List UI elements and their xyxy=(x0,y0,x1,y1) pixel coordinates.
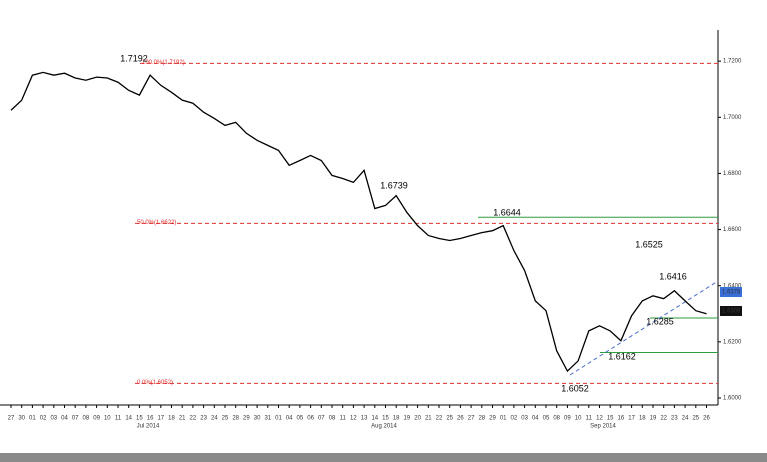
x-tick-label: 19 xyxy=(404,416,411,422)
y-tick-label: 1.6800 xyxy=(723,171,742,177)
price-tag: 1.6378 xyxy=(722,290,741,296)
x-tick-label: 15 xyxy=(382,416,389,422)
x-tick-label: 21 xyxy=(179,416,186,422)
x-tick-label: 26 xyxy=(703,416,710,422)
annotation: 1.6525 xyxy=(635,239,663,249)
x-tick-label: 17 xyxy=(628,416,635,422)
x-tick-label: 04 xyxy=(61,416,68,422)
y-tick-label: 1.6600 xyxy=(723,227,742,233)
x-tick-label: 23 xyxy=(671,416,678,422)
x-tick-label: 01 xyxy=(29,416,36,422)
x-tick-label: 24 xyxy=(682,416,689,422)
price-line xyxy=(10,71,707,373)
x-tick-label: 12 xyxy=(596,416,603,422)
annotation: 1.7192 xyxy=(120,53,148,63)
x-tick-label: 09 xyxy=(564,416,571,422)
x-tick-label: 16 xyxy=(618,416,625,422)
x-tick-label: 18 xyxy=(168,416,175,422)
x-tick-label: 22 xyxy=(436,416,443,422)
month-label: Aug 2014 xyxy=(371,424,397,430)
x-tick-label: 22 xyxy=(660,416,667,422)
price-tag-box xyxy=(720,306,742,316)
x-tick-label: 07 xyxy=(72,416,79,422)
fib-label: 50.0%(1.6622) xyxy=(137,220,176,226)
x-tick-label: 04 xyxy=(286,416,293,422)
x-tick-label: 27 xyxy=(8,416,15,422)
x-tick-label: 15 xyxy=(136,416,143,422)
x-tick-label: 30 xyxy=(254,416,261,422)
x-tick-label: 05 xyxy=(297,416,304,422)
x-tick-label: 19 xyxy=(650,416,657,422)
x-tick-label: 13 xyxy=(361,416,368,422)
annotation: 1.6416 xyxy=(659,271,687,281)
x-tick-label: 14 xyxy=(125,416,132,422)
annotation: 1.6644 xyxy=(493,207,521,217)
x-tick-label: 23 xyxy=(200,416,207,422)
annotation: 1.6052 xyxy=(561,383,589,393)
y-tick-label: 1.6000 xyxy=(723,396,742,402)
x-tick-label: 29 xyxy=(243,416,250,422)
x-tick-label: 10 xyxy=(575,416,582,422)
x-tick-label: 01 xyxy=(275,416,282,422)
x-tick-label: 08 xyxy=(83,416,90,422)
x-tick-label: 25 xyxy=(222,416,229,422)
x-tick-label: 11 xyxy=(340,416,347,422)
y-tick-label: 1.6400 xyxy=(723,283,742,289)
x-tick-label: 10 xyxy=(104,416,111,422)
x-tick-label: 08 xyxy=(329,416,336,422)
x-tick-label: 25 xyxy=(692,416,699,422)
x-tick-label: 15 xyxy=(607,416,614,422)
x-tick-label: 30 xyxy=(18,416,25,422)
x-tick-label: 27 xyxy=(468,416,475,422)
x-tick-label: 03 xyxy=(50,416,57,422)
price-tag: 1.6308 xyxy=(722,309,741,315)
x-tick-label: 24 xyxy=(211,416,218,422)
x-tick-label: 11 xyxy=(115,416,122,422)
x-tick-label: 18 xyxy=(639,416,646,422)
x-tick-label: 02 xyxy=(511,416,518,422)
x-tick-label: 09 xyxy=(93,416,100,422)
annotation: 1.6162 xyxy=(608,351,636,361)
x-tick-label: 06 xyxy=(307,416,314,422)
x-tick-label: 12 xyxy=(350,416,357,422)
annotation: 1.6739 xyxy=(380,180,408,190)
x-tick-label: 11 xyxy=(586,416,593,422)
x-tick-label: 17 xyxy=(157,416,164,422)
x-tick-label: 07 xyxy=(318,416,325,422)
month-label: Sep 2014 xyxy=(590,424,616,430)
x-tick-label: 05 xyxy=(543,416,550,422)
x-tick-label: 26 xyxy=(457,416,464,422)
y-tick-label: 1.7200 xyxy=(723,59,742,65)
x-tick-label: 29 xyxy=(489,416,496,422)
x-tick-label: 28 xyxy=(478,416,485,422)
x-tick-label: 02 xyxy=(40,416,47,422)
fib-label: 0.0%(1.6052) xyxy=(137,380,173,386)
y-tick-label: 1.6200 xyxy=(723,339,742,345)
trendline xyxy=(569,280,719,376)
x-tick-label: 04 xyxy=(532,416,539,422)
price-tag-box xyxy=(720,287,742,297)
y-tick-label: 1.7000 xyxy=(723,115,742,121)
x-tick-label: 16 xyxy=(147,416,154,422)
x-tick-label: 22 xyxy=(190,416,197,422)
fib-label: 100.0%(1.7192) xyxy=(142,60,185,66)
status-bar xyxy=(0,453,767,462)
x-tick-label: 18 xyxy=(393,416,400,422)
x-tick-label: 25 xyxy=(446,416,453,422)
x-tick-label: 21 xyxy=(425,416,432,422)
x-tick-label: 20 xyxy=(414,416,421,422)
x-tick-label: 14 xyxy=(371,416,378,422)
x-tick-label: 28 xyxy=(232,416,239,422)
x-tick-label: 08 xyxy=(553,416,560,422)
x-tick-label: 31 xyxy=(264,416,271,422)
x-tick-label: 01 xyxy=(500,416,507,422)
x-tick-label: 03 xyxy=(521,416,528,422)
annotation: 1.6285 xyxy=(646,316,674,326)
month-label: Jul 2014 xyxy=(137,424,160,430)
